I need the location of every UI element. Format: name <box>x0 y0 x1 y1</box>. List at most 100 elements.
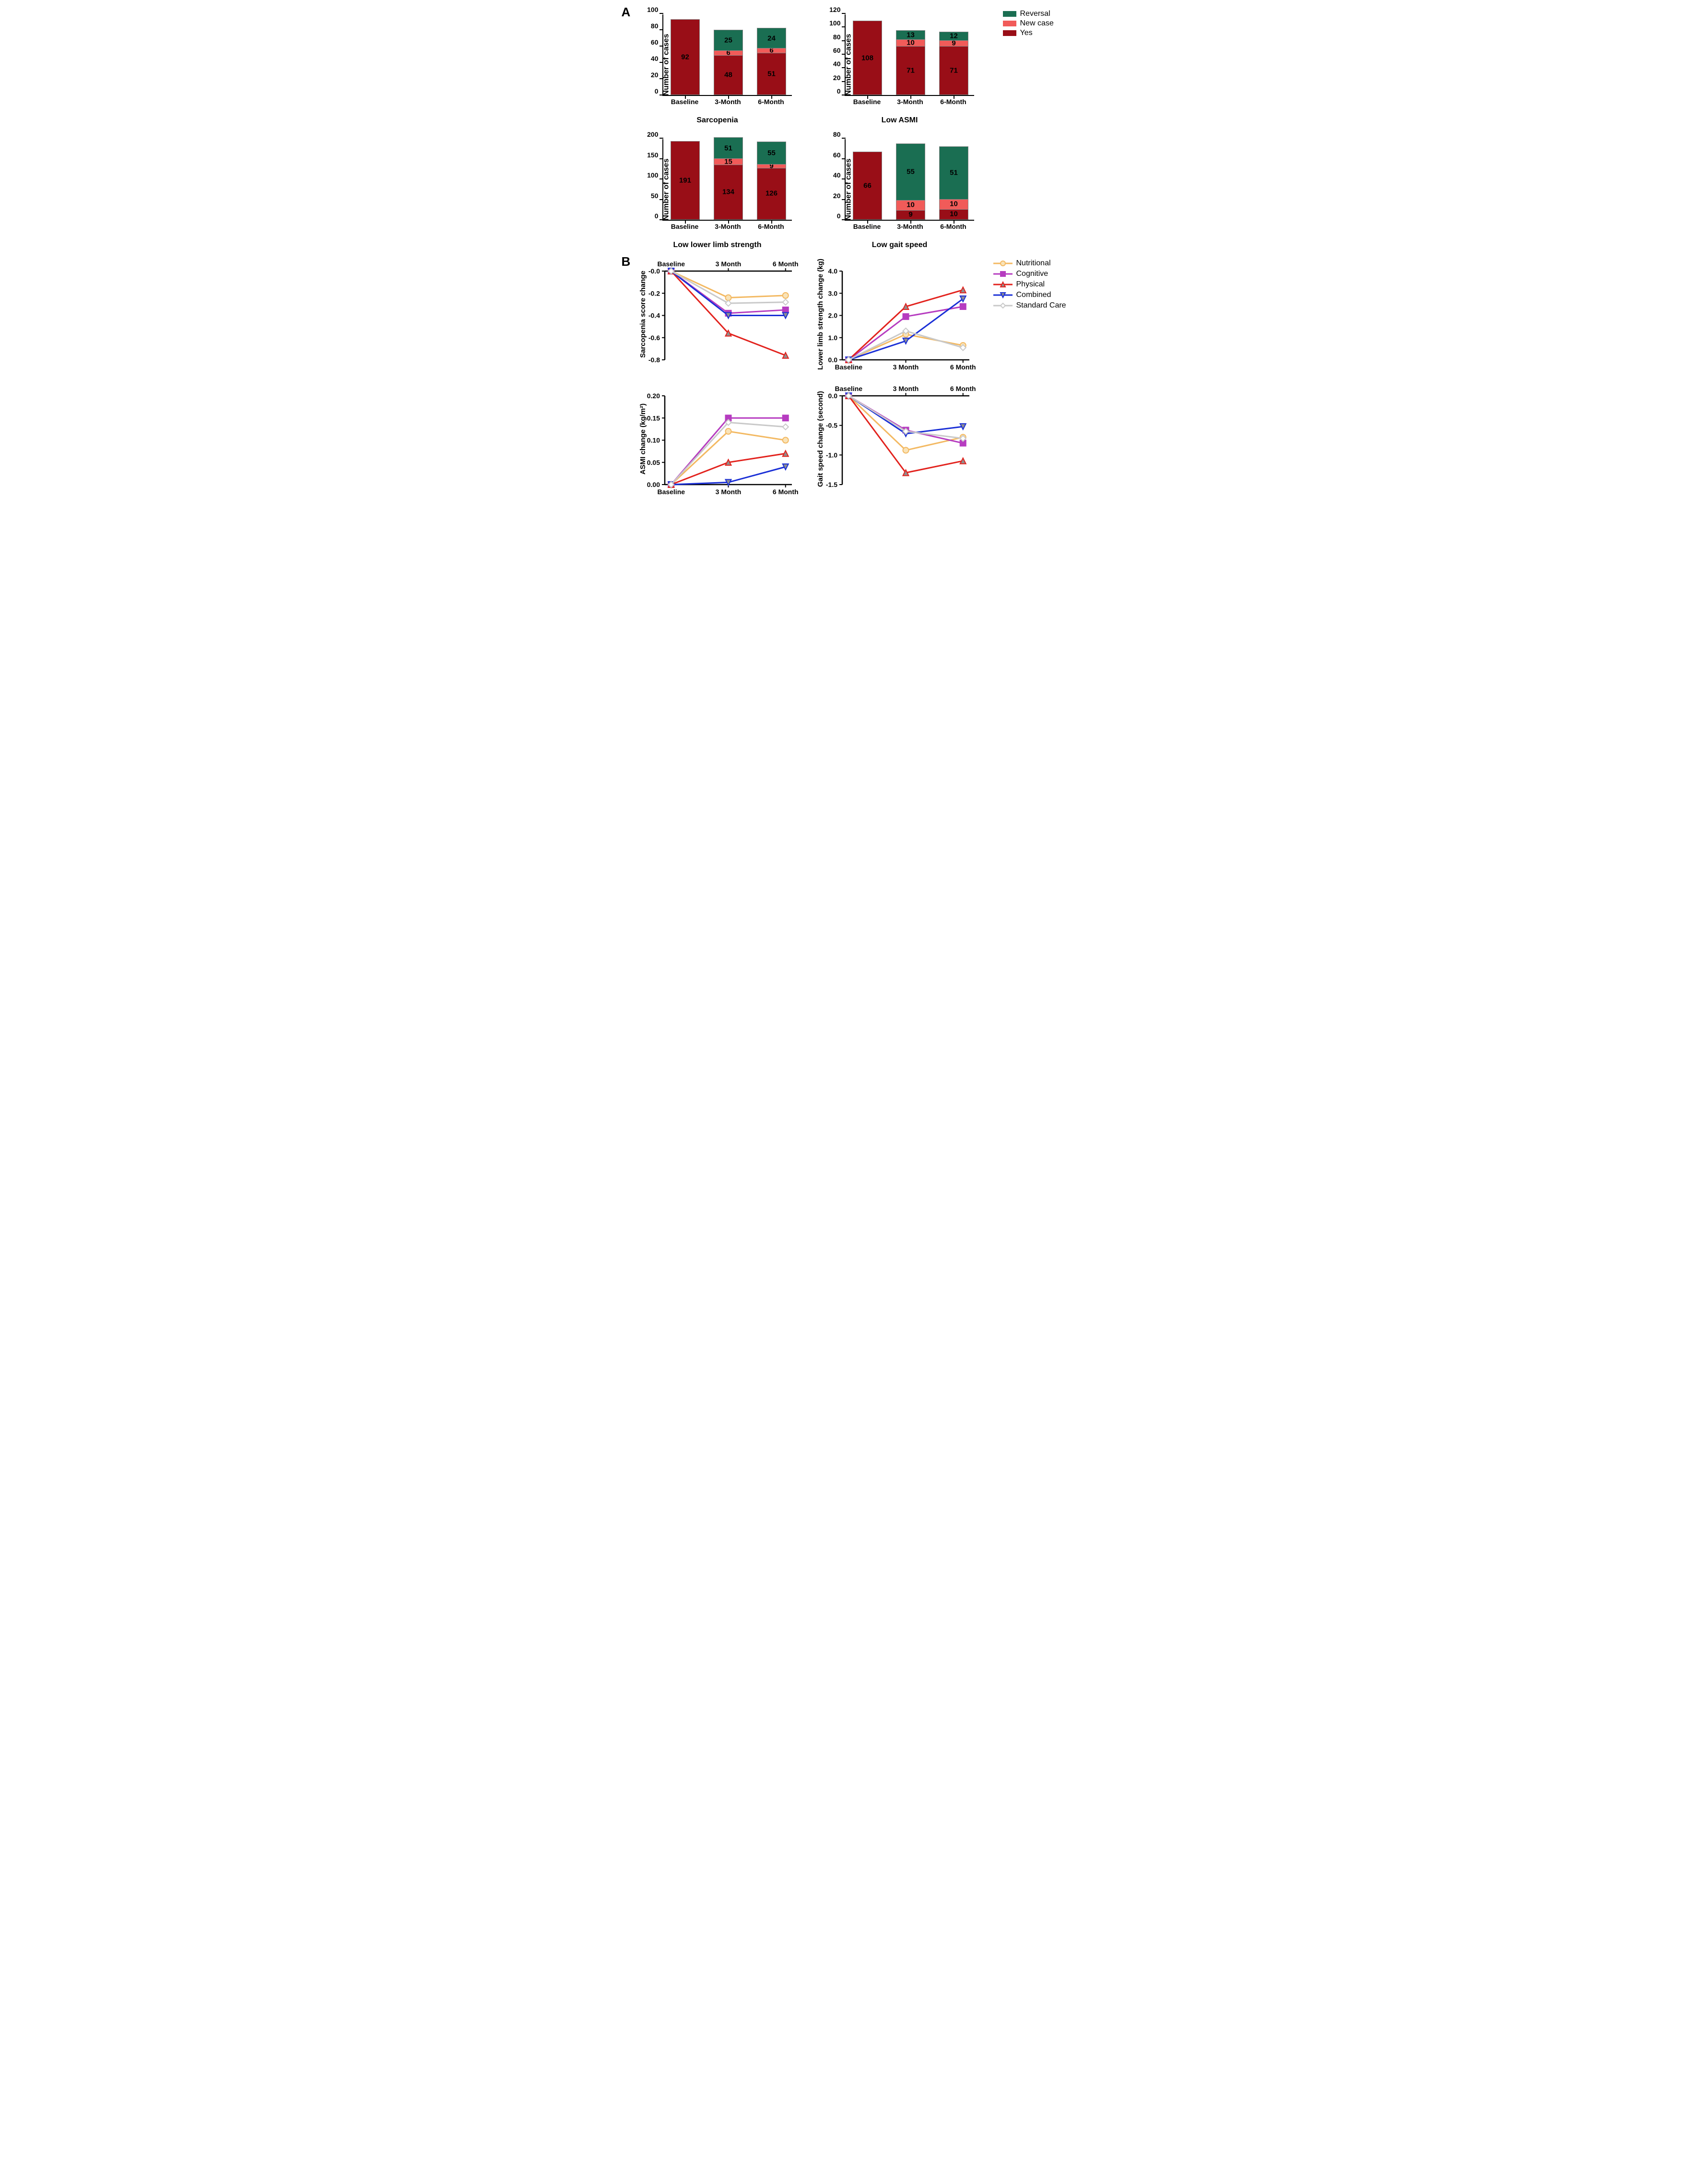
bar-value-label: 55 <box>767 149 776 157</box>
chart-low-limb: 050100150200191Baseline13415513-Month126… <box>638 134 806 245</box>
svg-text:-1.5: -1.5 <box>825 481 837 488</box>
line-chart-svg: -0.8-0.6-0.4-0.2-0.0Baseline3 Month6 Mon… <box>638 259 797 369</box>
bar-segment: 51 <box>714 137 743 159</box>
series-marker <box>960 304 966 309</box>
bar-segment: 51 <box>757 52 786 95</box>
y-axis-label: Number of cases <box>662 159 671 221</box>
svg-text:0.00: 0.00 <box>647 481 660 488</box>
series-marker <box>903 447 908 453</box>
legend-marker <box>993 271 1013 277</box>
legend-item: Physical <box>993 280 1070 289</box>
series-marker <box>782 424 788 430</box>
legend-label: Standard Care <box>1016 301 1066 310</box>
svg-text:3 Month: 3 Month <box>715 488 741 496</box>
bar-value-label: 51 <box>950 169 958 177</box>
series-marker <box>903 314 908 320</box>
x-axis-label: Low ASMI <box>882 116 918 125</box>
chart-sarcopenia: A 02040608010092Baseline486253-Month5162… <box>638 10 806 120</box>
bar-segment: 9 <box>896 210 925 220</box>
bar-value-label: 51 <box>767 70 776 78</box>
legend-label: Yes <box>1020 29 1033 37</box>
bar-segment: 191 <box>671 141 700 220</box>
series-marker <box>782 438 788 443</box>
svg-text:0.0: 0.0 <box>828 392 837 400</box>
bar-segment: 25 <box>714 30 743 51</box>
series-marker <box>782 353 788 358</box>
legend-marker <box>993 302 1013 309</box>
chart-sarc-score: B -0.8-0.6-0.4-0.2-0.0Baseline3 Month6 M… <box>638 259 801 369</box>
legend-label: Combined <box>1016 291 1051 299</box>
bar-value-label: 108 <box>861 54 873 62</box>
legend-label: Reversal <box>1020 10 1050 18</box>
bar-value-label: 55 <box>907 168 915 176</box>
bar-value-label: 10 <box>950 210 958 218</box>
svg-text:-0.4: -0.4 <box>648 312 660 320</box>
legend-item: Nutritional <box>993 259 1070 268</box>
bar-segment: 10 <box>939 199 968 210</box>
chart-low-gait: 02040608066Baseline910553-Month1010516-M… <box>821 134 989 245</box>
series-marker <box>725 300 731 306</box>
series-line <box>848 396 963 450</box>
svg-text:-1.0: -1.0 <box>825 451 837 459</box>
svg-text:0.05: 0.05 <box>647 459 660 466</box>
legend-item: Combined <box>993 291 1070 299</box>
legend-swatch <box>1003 21 1016 26</box>
x-axis-label: Low gait speed <box>872 241 928 249</box>
bar-segment: 66 <box>853 152 882 220</box>
svg-text:6 Month: 6 Month <box>950 363 976 371</box>
bar-value-label: 9 <box>908 211 912 219</box>
svg-text:3 Month: 3 Month <box>715 260 741 268</box>
legend-marker <box>993 260 1013 267</box>
svg-text:0.10: 0.10 <box>647 437 660 444</box>
bar-segment: 108 <box>853 21 882 95</box>
svg-text:Baseline: Baseline <box>657 488 685 496</box>
legend-swatch <box>1003 11 1016 17</box>
y-axis-label: Sarcopenia score change <box>639 271 647 358</box>
series-line <box>671 271 786 316</box>
bar-value-label: 71 <box>950 66 958 74</box>
legend-label: New case <box>1020 19 1054 28</box>
x-axis-label: Low lower limb strength <box>673 241 761 249</box>
legend-label: Cognitive <box>1016 270 1048 278</box>
bar-segment: 13 <box>896 30 925 40</box>
legend-marker <box>993 292 1013 298</box>
bar-segment: 134 <box>714 164 743 220</box>
bar-segment: 48 <box>714 55 743 95</box>
legend-label: Nutritional <box>1016 259 1051 268</box>
chart-gait-change: -1.5-1.0-0.50.0Baseline3 Month6 MonthGai… <box>816 384 979 494</box>
figure: A 02040608010092Baseline486253-Month5162… <box>638 10 1070 494</box>
svg-text:-0.2: -0.2 <box>648 289 660 297</box>
legend-item: Reversal <box>1003 10 1070 18</box>
bar-segment: 9 <box>939 40 968 47</box>
bar-value-label: 13 <box>907 31 915 39</box>
chart-asmi-change: 0.000.050.100.150.20Baseline3 Month6 Mon… <box>638 384 801 494</box>
y-axis-label: Number of cases <box>844 159 853 221</box>
bar-segment: 24 <box>757 28 786 48</box>
legend-marker <box>993 281 1013 288</box>
svg-text:Baseline: Baseline <box>657 260 685 268</box>
series-marker <box>782 293 788 298</box>
legend-bars: ReversalNew caseYes <box>1003 10 1070 38</box>
svg-text:6 Month: 6 Month <box>772 260 798 268</box>
y-axis-label: Number of cases <box>662 34 671 96</box>
chart-low-asmi: 020406080100120108Baseline7110133-Month7… <box>821 10 989 120</box>
svg-text:6 Month: 6 Month <box>772 488 798 496</box>
series-marker <box>725 428 731 434</box>
bar-value-label: 126 <box>766 190 777 198</box>
bar-value-label: 24 <box>767 34 776 42</box>
bar-value-label: 10 <box>907 201 915 209</box>
svg-text:0.0: 0.0 <box>828 356 837 364</box>
y-axis-label: ASMI change (kg/m²) <box>639 403 647 475</box>
legend-item: New case <box>1003 19 1070 28</box>
bar-segment: 55 <box>757 142 786 165</box>
svg-text:1.0: 1.0 <box>828 334 837 342</box>
bar-value-label: 10 <box>950 200 958 208</box>
legend-label: Physical <box>1016 280 1045 289</box>
line-chart-svg: 0.01.02.03.04.0Baseline3 Month6 MonthLow… <box>816 259 974 369</box>
y-axis-label: Gait speed change (second) <box>816 391 825 487</box>
bar-value-label: 25 <box>724 36 732 44</box>
y-axis-label: Lower limb strength change (kg) <box>816 259 825 370</box>
svg-text:2.0: 2.0 <box>828 312 837 320</box>
legend-lines: Nutritional Cognitive Physical Combined Stan… <box>993 259 1070 312</box>
legend-item: Yes <box>1003 29 1070 37</box>
